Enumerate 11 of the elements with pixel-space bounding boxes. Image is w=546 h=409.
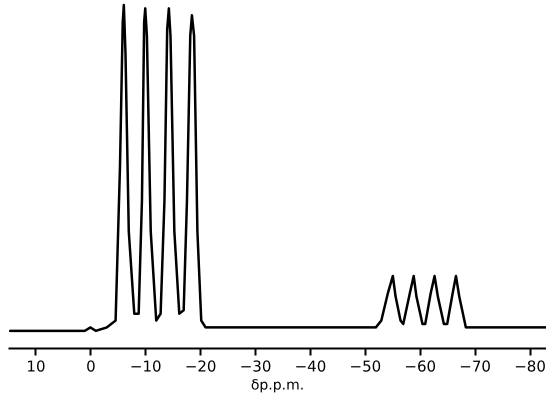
x-tick-label: 10 bbox=[26, 358, 46, 376]
x-axis-title: δp.p.m. bbox=[250, 378, 304, 394]
x-tick-label: −10 bbox=[130, 358, 162, 376]
x-tick-label: −80 bbox=[514, 358, 546, 376]
x-tick-label: −20 bbox=[184, 358, 216, 376]
x-tick-label: −60 bbox=[404, 358, 436, 376]
x-tick-label: −70 bbox=[459, 358, 491, 376]
x-tick-label: −50 bbox=[350, 358, 382, 376]
x-tick-label: 0 bbox=[86, 358, 96, 376]
x-tick-label: −30 bbox=[240, 358, 272, 376]
x-tick-label: −40 bbox=[294, 358, 326, 376]
